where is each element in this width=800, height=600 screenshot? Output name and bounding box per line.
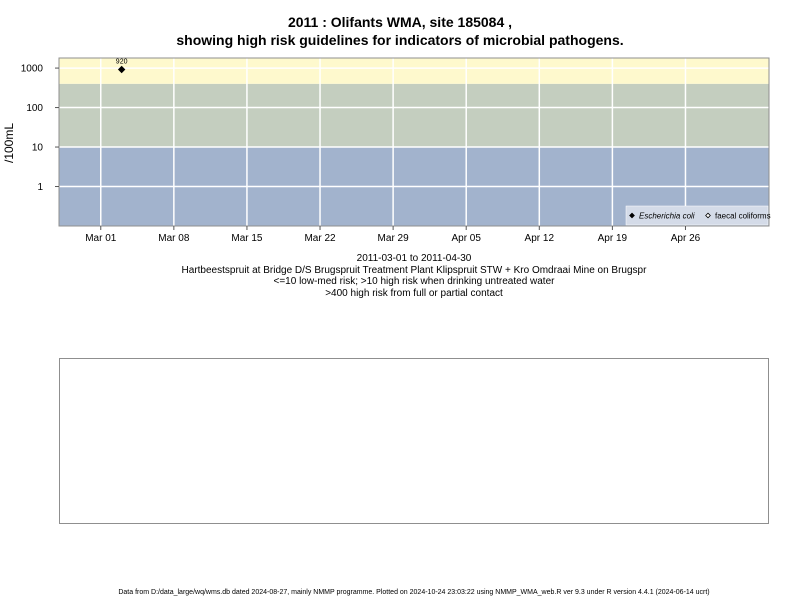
data-point-escherichia-coli [117,65,126,74]
data-label: 920 [116,59,128,66]
risk-note-contact: >400 high risk from full or partial cont… [325,287,503,299]
risk-band-2 [59,58,769,84]
chart-title-line1: 2011 : Olifants WMA, site 185084 , [287,14,513,30]
x-tick-label: Apr 12 [525,233,555,244]
legend-label-0: Escherichia coli [639,211,695,220]
y-tick-label: 1 [37,182,43,193]
x-tick-label: Mar 15 [231,233,263,244]
data-source-footer: Data from D:/data_large/wq/wms.db dated … [118,589,710,596]
legend-marker-0 [629,212,635,219]
x-tick-label: Mar 08 [158,233,190,244]
y-tick-label: 10 [32,143,44,154]
x-tick-label: Apr 05 [451,233,481,244]
empty-secondary-panel [59,358,769,524]
risk-bands [59,58,769,226]
risk-band-1 [59,83,769,148]
grid-lines [59,58,769,226]
x-tick-label: Apr 26 [671,233,701,244]
chart-title-line2: showing high risk guidelines for indicat… [176,32,624,48]
plot-frame [58,57,770,227]
x-tick-label: Mar 29 [378,233,410,244]
x-tick-label: Mar 01 [85,233,117,244]
legend-label-1: faecal coliforms [715,211,771,220]
legend-marker-1 [705,212,711,219]
site-description: Hartbeestspruit at Bridge D/S Brugspruit… [181,264,647,276]
x-axis: Mar 01 Mar 08 Mar 15 Mar 22 Mar 29 Apr 05 Apr … [85,226,701,244]
legend: Escherichia coli faecal coliforms [625,205,771,226]
y-tick-label: 100 [26,103,43,114]
date-range-caption: 2011-03-01 to 2011-04-30 [356,253,472,264]
x-tick-label: Apr 19 [598,233,628,244]
data-points: 920 [116,59,128,74]
y-tick-label: 1000 [21,64,44,75]
y-axis: 1 10 100 1000 [21,64,59,193]
microbial-risk-chart: Mar 01 Mar 08 Mar 15 Mar 22 Mar 29 Apr 05 Apr … [2,57,771,244]
legend-box [625,205,769,226]
y-axis-label: /100mL [2,123,16,163]
risk-note-drinking: <=10 low-med risk; >10 high risk when dr… [273,276,555,287]
x-tick-label: Mar 22 [304,233,336,244]
